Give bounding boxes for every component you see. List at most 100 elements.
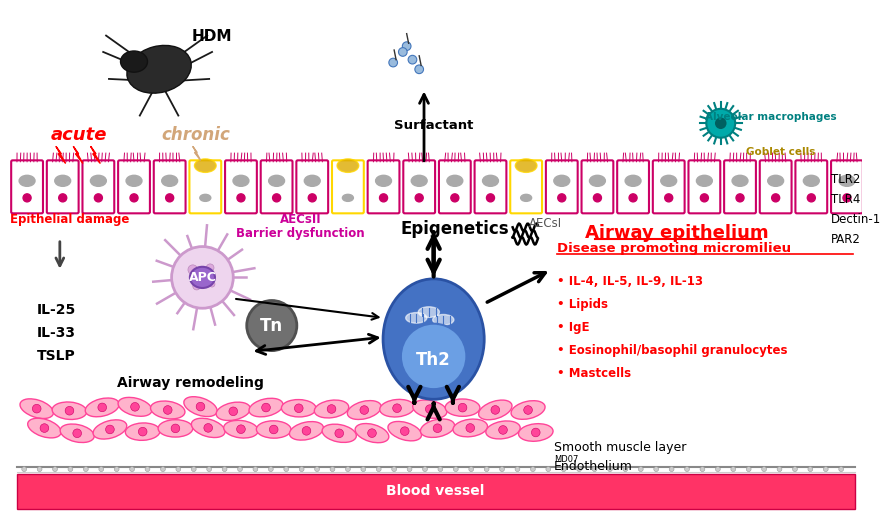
Circle shape [114,467,119,472]
Ellipse shape [126,175,142,186]
Circle shape [130,194,138,202]
Ellipse shape [233,175,249,186]
Circle shape [736,194,744,202]
Circle shape [466,424,474,433]
Circle shape [188,265,197,275]
Circle shape [629,194,637,202]
Circle shape [594,194,602,202]
Circle shape [561,467,566,472]
Circle shape [491,405,500,414]
Circle shape [762,467,766,472]
Circle shape [23,194,31,202]
Circle shape [130,467,135,472]
Circle shape [138,427,147,436]
Ellipse shape [419,307,440,317]
Circle shape [450,194,458,202]
Circle shape [415,65,424,74]
Text: Smooth muscle layer: Smooth muscle layer [554,441,687,454]
Ellipse shape [322,424,357,442]
Polygon shape [56,146,65,163]
Circle shape [237,467,242,472]
Circle shape [83,467,88,472]
Ellipse shape [347,401,381,419]
Circle shape [308,194,316,202]
Ellipse shape [355,424,389,442]
Ellipse shape [118,397,152,416]
Circle shape [196,402,204,411]
Ellipse shape [184,396,217,416]
Circle shape [176,467,181,472]
Ellipse shape [420,419,455,437]
Circle shape [222,467,227,472]
Ellipse shape [126,423,160,440]
Circle shape [403,42,411,51]
Circle shape [345,467,350,472]
Circle shape [823,467,828,472]
FancyBboxPatch shape [225,161,257,213]
Ellipse shape [515,159,537,173]
Ellipse shape [696,175,712,186]
Circle shape [315,467,319,472]
Text: Alveolar macrophages: Alveolar macrophages [705,112,836,122]
Ellipse shape [388,422,421,441]
Circle shape [407,467,412,472]
Ellipse shape [625,175,641,186]
Ellipse shape [281,400,316,417]
FancyBboxPatch shape [332,161,364,213]
Circle shape [453,467,458,472]
Circle shape [426,405,435,414]
Text: Endothelium: Endothelium [554,460,633,473]
Circle shape [623,467,627,472]
Ellipse shape [127,46,191,93]
Circle shape [33,404,41,413]
Ellipse shape [479,400,512,420]
FancyBboxPatch shape [546,161,578,213]
Ellipse shape [191,418,225,438]
Circle shape [558,194,566,202]
Circle shape [204,424,212,432]
Circle shape [469,467,473,472]
FancyBboxPatch shape [296,161,328,213]
Ellipse shape [269,175,285,186]
Ellipse shape [767,175,783,186]
Ellipse shape [120,51,148,72]
Text: Disease promoting micromilieu: Disease promoting micromilieu [557,242,791,255]
Ellipse shape [519,424,553,441]
Ellipse shape [732,175,748,186]
Circle shape [302,427,311,435]
Polygon shape [193,146,201,160]
FancyBboxPatch shape [796,161,827,213]
Text: AECsII: AECsII [280,213,321,226]
Circle shape [299,467,304,472]
Circle shape [22,467,27,472]
Ellipse shape [412,400,447,418]
Circle shape [398,48,407,56]
Circle shape [531,428,540,437]
Circle shape [524,406,533,414]
Circle shape [164,406,172,414]
Ellipse shape [661,175,677,186]
Text: chronic: chronic [161,126,230,144]
Circle shape [808,467,812,472]
FancyBboxPatch shape [581,161,613,213]
Circle shape [408,55,417,64]
Circle shape [839,467,843,472]
Circle shape [706,109,735,138]
Circle shape [700,194,708,202]
Circle shape [191,467,196,472]
Ellipse shape [839,175,855,186]
Polygon shape [90,146,100,163]
Circle shape [380,194,388,202]
Ellipse shape [19,175,35,186]
FancyBboxPatch shape [47,161,79,213]
FancyBboxPatch shape [617,161,649,213]
FancyBboxPatch shape [474,161,506,213]
Circle shape [360,406,369,414]
Circle shape [193,282,201,290]
Ellipse shape [383,279,484,399]
Ellipse shape [405,313,427,323]
Circle shape [131,403,139,411]
Circle shape [253,467,258,472]
Text: acute: acute [50,126,107,144]
Ellipse shape [380,400,414,417]
